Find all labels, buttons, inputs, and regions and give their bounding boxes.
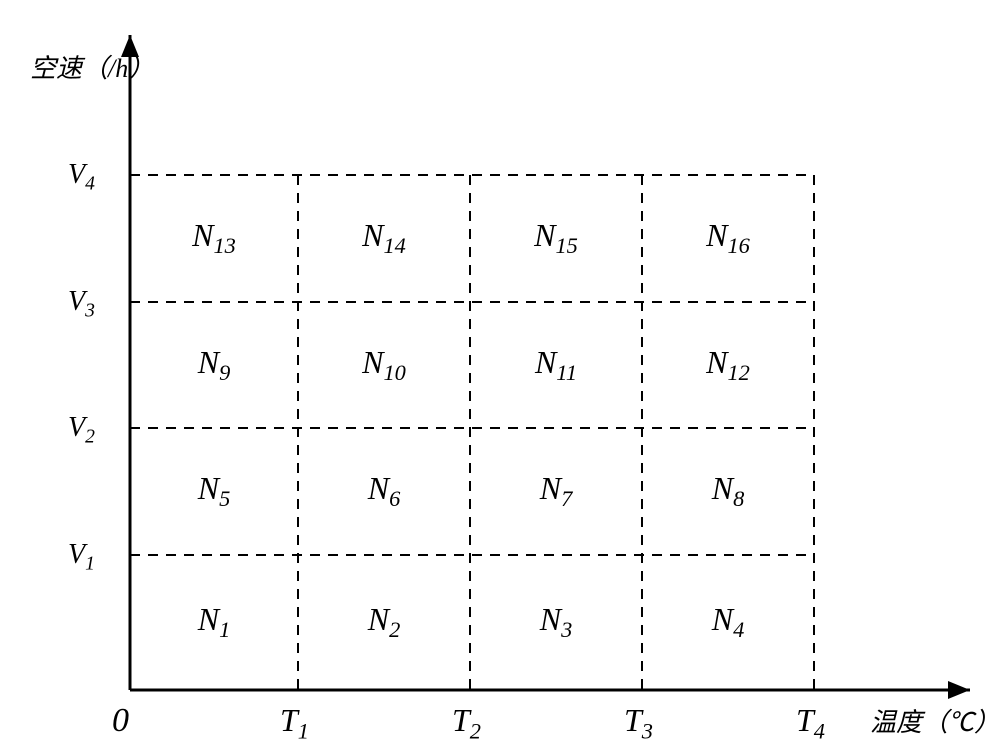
- origin-label: 0: [112, 702, 129, 740]
- cell-N2: N2: [368, 601, 401, 643]
- x-tick-T3: T3: [624, 702, 653, 744]
- y-tick-V1: V1: [68, 539, 95, 576]
- y-axis-label: 空速（/h）: [30, 48, 154, 85]
- cell-N11: N11: [535, 344, 577, 386]
- cell-N15: N15: [534, 217, 578, 259]
- grid-diagram: 空速（/h） 温度（℃） 0 V4 V3 V2 V1 T1 T2 T3 T4 N1 N2 N3 N…: [0, 0, 1000, 747]
- cell-N8: N8: [712, 470, 745, 512]
- x-tick-T1: T1: [280, 702, 309, 744]
- cell-N12: N12: [706, 344, 750, 386]
- cell-N3: N3: [540, 601, 573, 643]
- cell-N16: N16: [706, 217, 750, 259]
- y-tick-V4: V4: [68, 159, 95, 196]
- x-tick-T2: T2: [452, 702, 481, 744]
- axes-svg: [0, 0, 1000, 747]
- cell-N7: N7: [540, 470, 573, 512]
- cell-N6: N6: [368, 470, 401, 512]
- cell-N4: N4: [712, 601, 745, 643]
- x-axis-label: 温度（℃）: [870, 702, 1000, 739]
- cell-N10: N10: [362, 344, 406, 386]
- cell-N14: N14: [362, 217, 406, 259]
- y-tick-V3: V3: [68, 286, 95, 323]
- cell-N5: N5: [198, 470, 231, 512]
- y-tick-V2: V2: [68, 412, 95, 449]
- cell-N9: N9: [198, 344, 231, 386]
- cell-N13: N13: [192, 217, 236, 259]
- cell-N1: N1: [198, 601, 231, 643]
- x-tick-T4: T4: [796, 702, 825, 744]
